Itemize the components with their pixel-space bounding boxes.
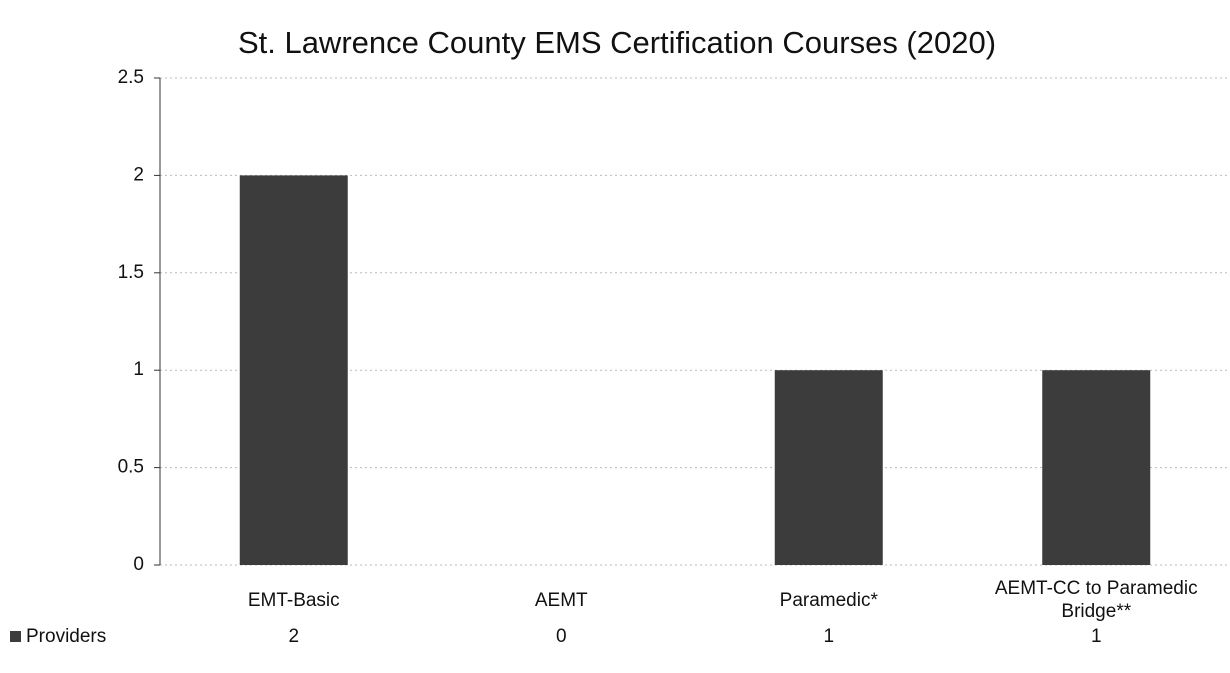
x-tick-label: AEMT-CC to Paramedic Bridge**	[994, 578, 1198, 622]
y-tick-label: 1.5	[118, 262, 144, 283]
data-table-value: 2	[288, 626, 299, 647]
x-tick-label: Paramedic*	[779, 589, 878, 611]
data-table-value: 1	[1091, 626, 1102, 647]
chart-title: St. Lawrence County EMS Certification Co…	[238, 25, 996, 60]
bar	[774, 370, 883, 565]
bar	[1042, 370, 1151, 565]
legend-label: Providers	[26, 626, 106, 647]
legend-swatch	[10, 631, 21, 642]
x-tick-label: AEMT	[534, 589, 588, 611]
bar	[239, 175, 348, 565]
y-tick-label: 0	[133, 554, 144, 575]
data-table-value: 1	[823, 626, 834, 647]
y-tick-label: 0.5	[118, 457, 144, 478]
data-table-value: 0	[556, 626, 567, 647]
y-tick-label: 1	[133, 359, 144, 380]
y-tick-label: 2	[133, 164, 144, 185]
y-tick-label: 2.5	[118, 67, 144, 88]
x-tick-label: EMT-Basic	[247, 589, 340, 611]
